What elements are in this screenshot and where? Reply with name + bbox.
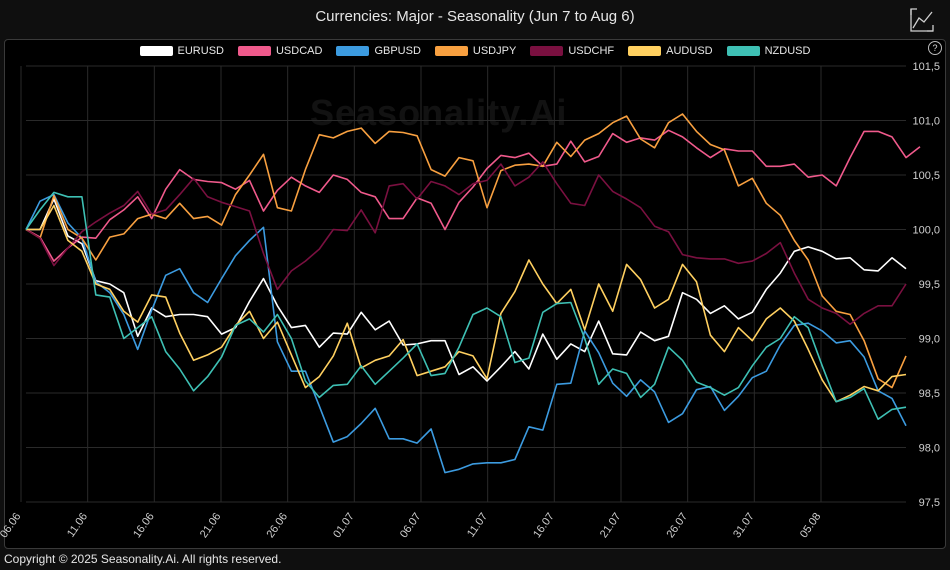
y-tick-label: 97,5 [919, 497, 940, 509]
legend-label: GBPUSD [374, 45, 421, 57]
x-tick-label: 06.06 [0, 511, 23, 540]
series-line-usdjpy [25, 113, 907, 389]
series-line-audusd [26, 204, 907, 403]
help-icon[interactable]: ? [928, 41, 942, 55]
legend-swatch [628, 46, 662, 56]
y-tick-label: 101,0 [912, 116, 940, 128]
legend-item-usdchf[interactable]: USDCHF [530, 45, 614, 57]
series-line-gbpusd [25, 193, 907, 474]
legend-label: USDCAD [275, 45, 323, 57]
legend-label: USDCHF [568, 45, 615, 57]
legend-item-eurusd[interactable]: EURUSD [139, 45, 224, 57]
legend-label: EURUSD [177, 45, 224, 57]
expand-chart-icon[interactable] [908, 6, 936, 34]
y-tick-label: 100,0 [912, 225, 940, 237]
legend-swatch [139, 46, 173, 56]
y-tick-label: 99,0 [919, 334, 940, 346]
y-tick-label: 99,5 [919, 279, 940, 291]
page-title: Currencies: Major - Seasonality (Jun 7 t… [315, 8, 635, 25]
legend-swatch [726, 46, 760, 56]
legend-item-audusd[interactable]: AUDUSD [628, 45, 713, 57]
legend-label: NZDUSD [764, 45, 811, 57]
legend-swatch [530, 46, 564, 56]
legend-item-usdcad[interactable]: USDCAD [237, 45, 323, 57]
legend-label: AUDUSD [666, 45, 713, 57]
y-tick-label: 101,5 [912, 61, 940, 73]
x-tick-label: 11.06 [65, 511, 90, 540]
x-tick-label: 16.06 [131, 511, 157, 540]
legend-label: USDJPY [472, 45, 517, 57]
x-tick-label: 06.07 [398, 511, 424, 540]
series-line-usdcad [25, 129, 921, 262]
y-tick-label: 98,0 [919, 443, 940, 455]
legend-item-nzdusd[interactable]: NZDUSD [726, 45, 811, 57]
legend-item-gbpusd[interactable]: GBPUSD [336, 45, 421, 57]
legend-swatch [336, 46, 370, 56]
x-tick-label: 26.06 [265, 511, 291, 540]
x-tick-label: 05.08 [798, 511, 824, 540]
x-tick-label: 21.06 [198, 511, 224, 540]
legend-swatch [434, 46, 468, 56]
chart-legend: EURUSD USDCAD GBPUSD USDJPY USDCHF AUDUSD NZDU… [0, 45, 950, 57]
watermark-logo: Seasonality.Ai [310, 92, 568, 133]
copyright-text: Copyright © 2025 Seasonality.Ai. All rig… [4, 552, 282, 566]
x-tick-label: 21.07 [598, 511, 624, 540]
series-line-usdchf [25, 161, 907, 326]
series-line-nzdusd [25, 191, 907, 421]
y-tick-label: 98,5 [919, 388, 940, 400]
x-tick-label: 26.07 [665, 511, 691, 540]
x-tick-label: 01.07 [331, 511, 357, 540]
legend-item-usdjpy[interactable]: USDJPY [434, 45, 517, 57]
legend-swatch [237, 46, 271, 56]
x-tick-label: 31.07 [731, 511, 757, 540]
x-tick-label: 11.07 [465, 511, 490, 540]
x-tick-label: 16.07 [531, 511, 557, 540]
y-tick-label: 100,5 [912, 170, 940, 182]
